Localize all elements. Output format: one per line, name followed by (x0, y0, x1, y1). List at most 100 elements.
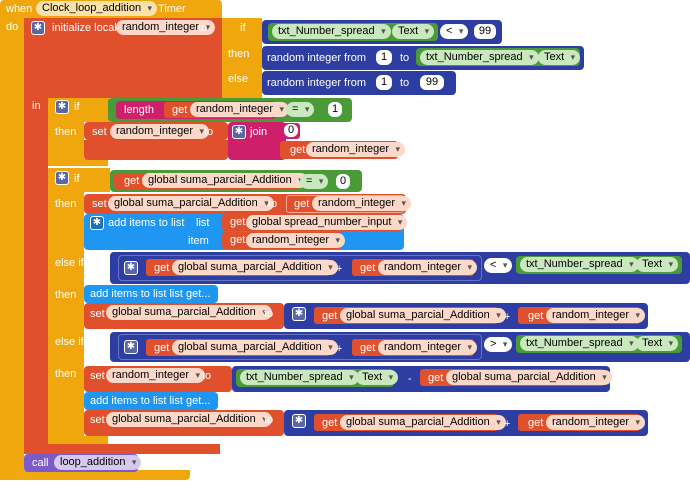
random-integer-dropdown-e2[interactable]: random_integer (378, 340, 478, 355)
set-random-integer-tail (84, 140, 228, 160)
then-label-e2: then (55, 368, 77, 380)
set-label-e3: set (90, 414, 105, 426)
number-99[interactable]: 99 (474, 24, 496, 39)
txt-number-spread-dropdown-e1[interactable]: txt_Number_spread (520, 257, 639, 272)
number-0[interactable]: 0 (336, 174, 350, 189)
add-items-gear-icon[interactable]: ✱ (90, 216, 104, 230)
initialize-local-footer (24, 444, 220, 454)
text-property-dropdown-s2[interactable]: Text (356, 370, 399, 385)
length-label: length (124, 104, 154, 116)
add-gear-icon-set-e3[interactable]: ✱ (292, 414, 306, 428)
get-label-s3a: get (322, 417, 338, 429)
lt-op-dropdown-e1[interactable]: < (484, 258, 513, 273)
to-label-else: to (400, 77, 410, 89)
text-property-dropdown-e2[interactable]: Text (636, 336, 679, 351)
event-name-label: Timer (158, 3, 186, 15)
add-gear-icon-set-e1[interactable]: ✱ (292, 307, 306, 321)
then-label-2: then (55, 198, 77, 210)
random-integer-dropdown-e1[interactable]: random_integer (378, 260, 478, 275)
random-integer-dropdown-item[interactable]: random_integer (246, 233, 346, 248)
else-label: else (228, 73, 249, 85)
join-gear-icon[interactable]: ✱ (232, 125, 246, 139)
get-label-1: get (172, 104, 188, 116)
random-integer-dropdown-join[interactable]: random_integer (306, 142, 406, 157)
set-global-suma-dropdown-e1[interactable]: global suma_parcial_Addition (106, 305, 272, 320)
add-items-collapsed-1[interactable] (84, 285, 218, 303)
then-label: then (228, 48, 250, 60)
set-label-1: set (92, 126, 107, 138)
to-label-2: to (268, 198, 278, 210)
add-gear-icon-elseif1[interactable]: ✱ (124, 261, 138, 275)
if-gear-icon[interactable]: ✱ (55, 100, 69, 114)
global-suma-dropdown-s1[interactable]: global suma_parcial_Addition (340, 308, 506, 323)
list-label: list (196, 217, 210, 229)
random-integer-dropdown-s3[interactable]: random_integer (546, 415, 646, 430)
if-gear-icon-2[interactable]: ✱ (55, 171, 69, 185)
else-if-label-2: else if (55, 336, 84, 348)
plus-label-e1: + (336, 263, 343, 275)
add-gear-icon-elseif2[interactable]: ✱ (124, 340, 138, 354)
get-label-set-2: get (294, 198, 310, 210)
random-integer-dropdown-set-2[interactable]: random_integer (312, 196, 412, 211)
get-label-e2a: get (154, 342, 170, 354)
add-items-collapsed-label-2: add items to list list get... (90, 395, 211, 407)
text-property-dropdown-then[interactable]: Text (538, 50, 581, 65)
random-integer-dropdown-1[interactable]: random_integer (190, 102, 290, 117)
add-items-collapsed-2[interactable] (84, 392, 218, 410)
txt-number-spread-dropdown-then[interactable]: txt_Number_spread (420, 50, 539, 65)
if-expression-block[interactable] (222, 18, 262, 98)
number-1-cond[interactable]: 1 (328, 102, 342, 117)
set-global-suma-dropdown[interactable]: global suma_parcial_Addition (108, 196, 274, 211)
item-label: item (188, 235, 209, 247)
if-block-length-left (48, 122, 84, 164)
get-label-e1a: get (154, 262, 170, 274)
gt-op-dropdown-e2[interactable]: > (484, 337, 513, 352)
in-label: in (32, 100, 41, 112)
procedure-dropdown[interactable]: loop_addition (54, 455, 142, 470)
get-label-join: get (290, 144, 306, 156)
get-label-list: get (230, 216, 246, 228)
if-block-main-footer (48, 436, 108, 444)
join-label: join (250, 126, 268, 138)
local-var-name[interactable]: random_integer (116, 20, 216, 35)
set-global-suma-dropdown-e3[interactable]: global suma_parcial_Addition (106, 412, 272, 427)
else-if-label-1: else if (55, 257, 84, 269)
set-label-e1: set (90, 308, 105, 320)
txt-number-spread-dropdown-e2[interactable]: txt_Number_spread (520, 336, 639, 351)
get-label-s1b: get (528, 310, 544, 322)
txt-number-spread-dropdown[interactable]: txt_Number_spread (272, 24, 391, 39)
random-integer-dropdown-s1[interactable]: random_integer (546, 308, 646, 323)
text-property-dropdown-e1[interactable]: Text (636, 257, 679, 272)
when-label: when (6, 3, 33, 15)
then-label-1: then (55, 126, 77, 138)
equal-op-dropdown-1[interactable]: = (286, 102, 315, 117)
do-label: do (6, 21, 19, 33)
to-label: to (198, 22, 208, 34)
number-1[interactable]: 1 (376, 50, 392, 65)
equal-op-dropdown-2[interactable]: = (300, 174, 329, 189)
number-99-else[interactable]: 99 (420, 75, 444, 90)
plus-label-e2: + (336, 343, 343, 355)
text-property-dropdown[interactable]: Text (392, 24, 435, 39)
global-suma-dropdown-s3[interactable]: global suma_parcial_Addition (340, 415, 506, 430)
compare-op-dropdown[interactable]: < (440, 24, 469, 39)
global-spread-dropdown[interactable]: global spread_number_input (246, 215, 408, 230)
global-suma-dropdown-s2[interactable]: global suma_parcial_Addition (446, 370, 612, 385)
global-suma-dropdown-e1[interactable]: global suma_parcial_Addition (172, 260, 338, 275)
plus-label-s3: + (504, 418, 511, 430)
plus-label-s1: + (504, 311, 511, 323)
mutator-gear-icon[interactable]: ✱ (31, 21, 45, 35)
global-suma-dropdown-e2[interactable]: global suma_parcial_Addition (172, 340, 338, 355)
set-var-dropdown-1[interactable]: random_integer (110, 124, 210, 139)
initialize-local-label: initialize local (52, 22, 117, 34)
text-0[interactable]: 0 (284, 124, 298, 137)
set-random-integer-dropdown-e2[interactable]: random_integer (106, 368, 206, 383)
if-block-length-footer (48, 158, 108, 166)
get-label-s2: get (428, 372, 444, 384)
number-1-else[interactable]: 1 (376, 75, 392, 90)
get-label-2: get (124, 175, 140, 187)
txt-number-spread-dropdown-s2[interactable]: txt_Number_spread (240, 370, 359, 385)
to-label-e1: to (264, 308, 274, 320)
global-suma-dropdown[interactable]: global suma_parcial_Addition (142, 173, 308, 188)
component-dropdown[interactable]: Clock_loop_addition (36, 1, 158, 16)
